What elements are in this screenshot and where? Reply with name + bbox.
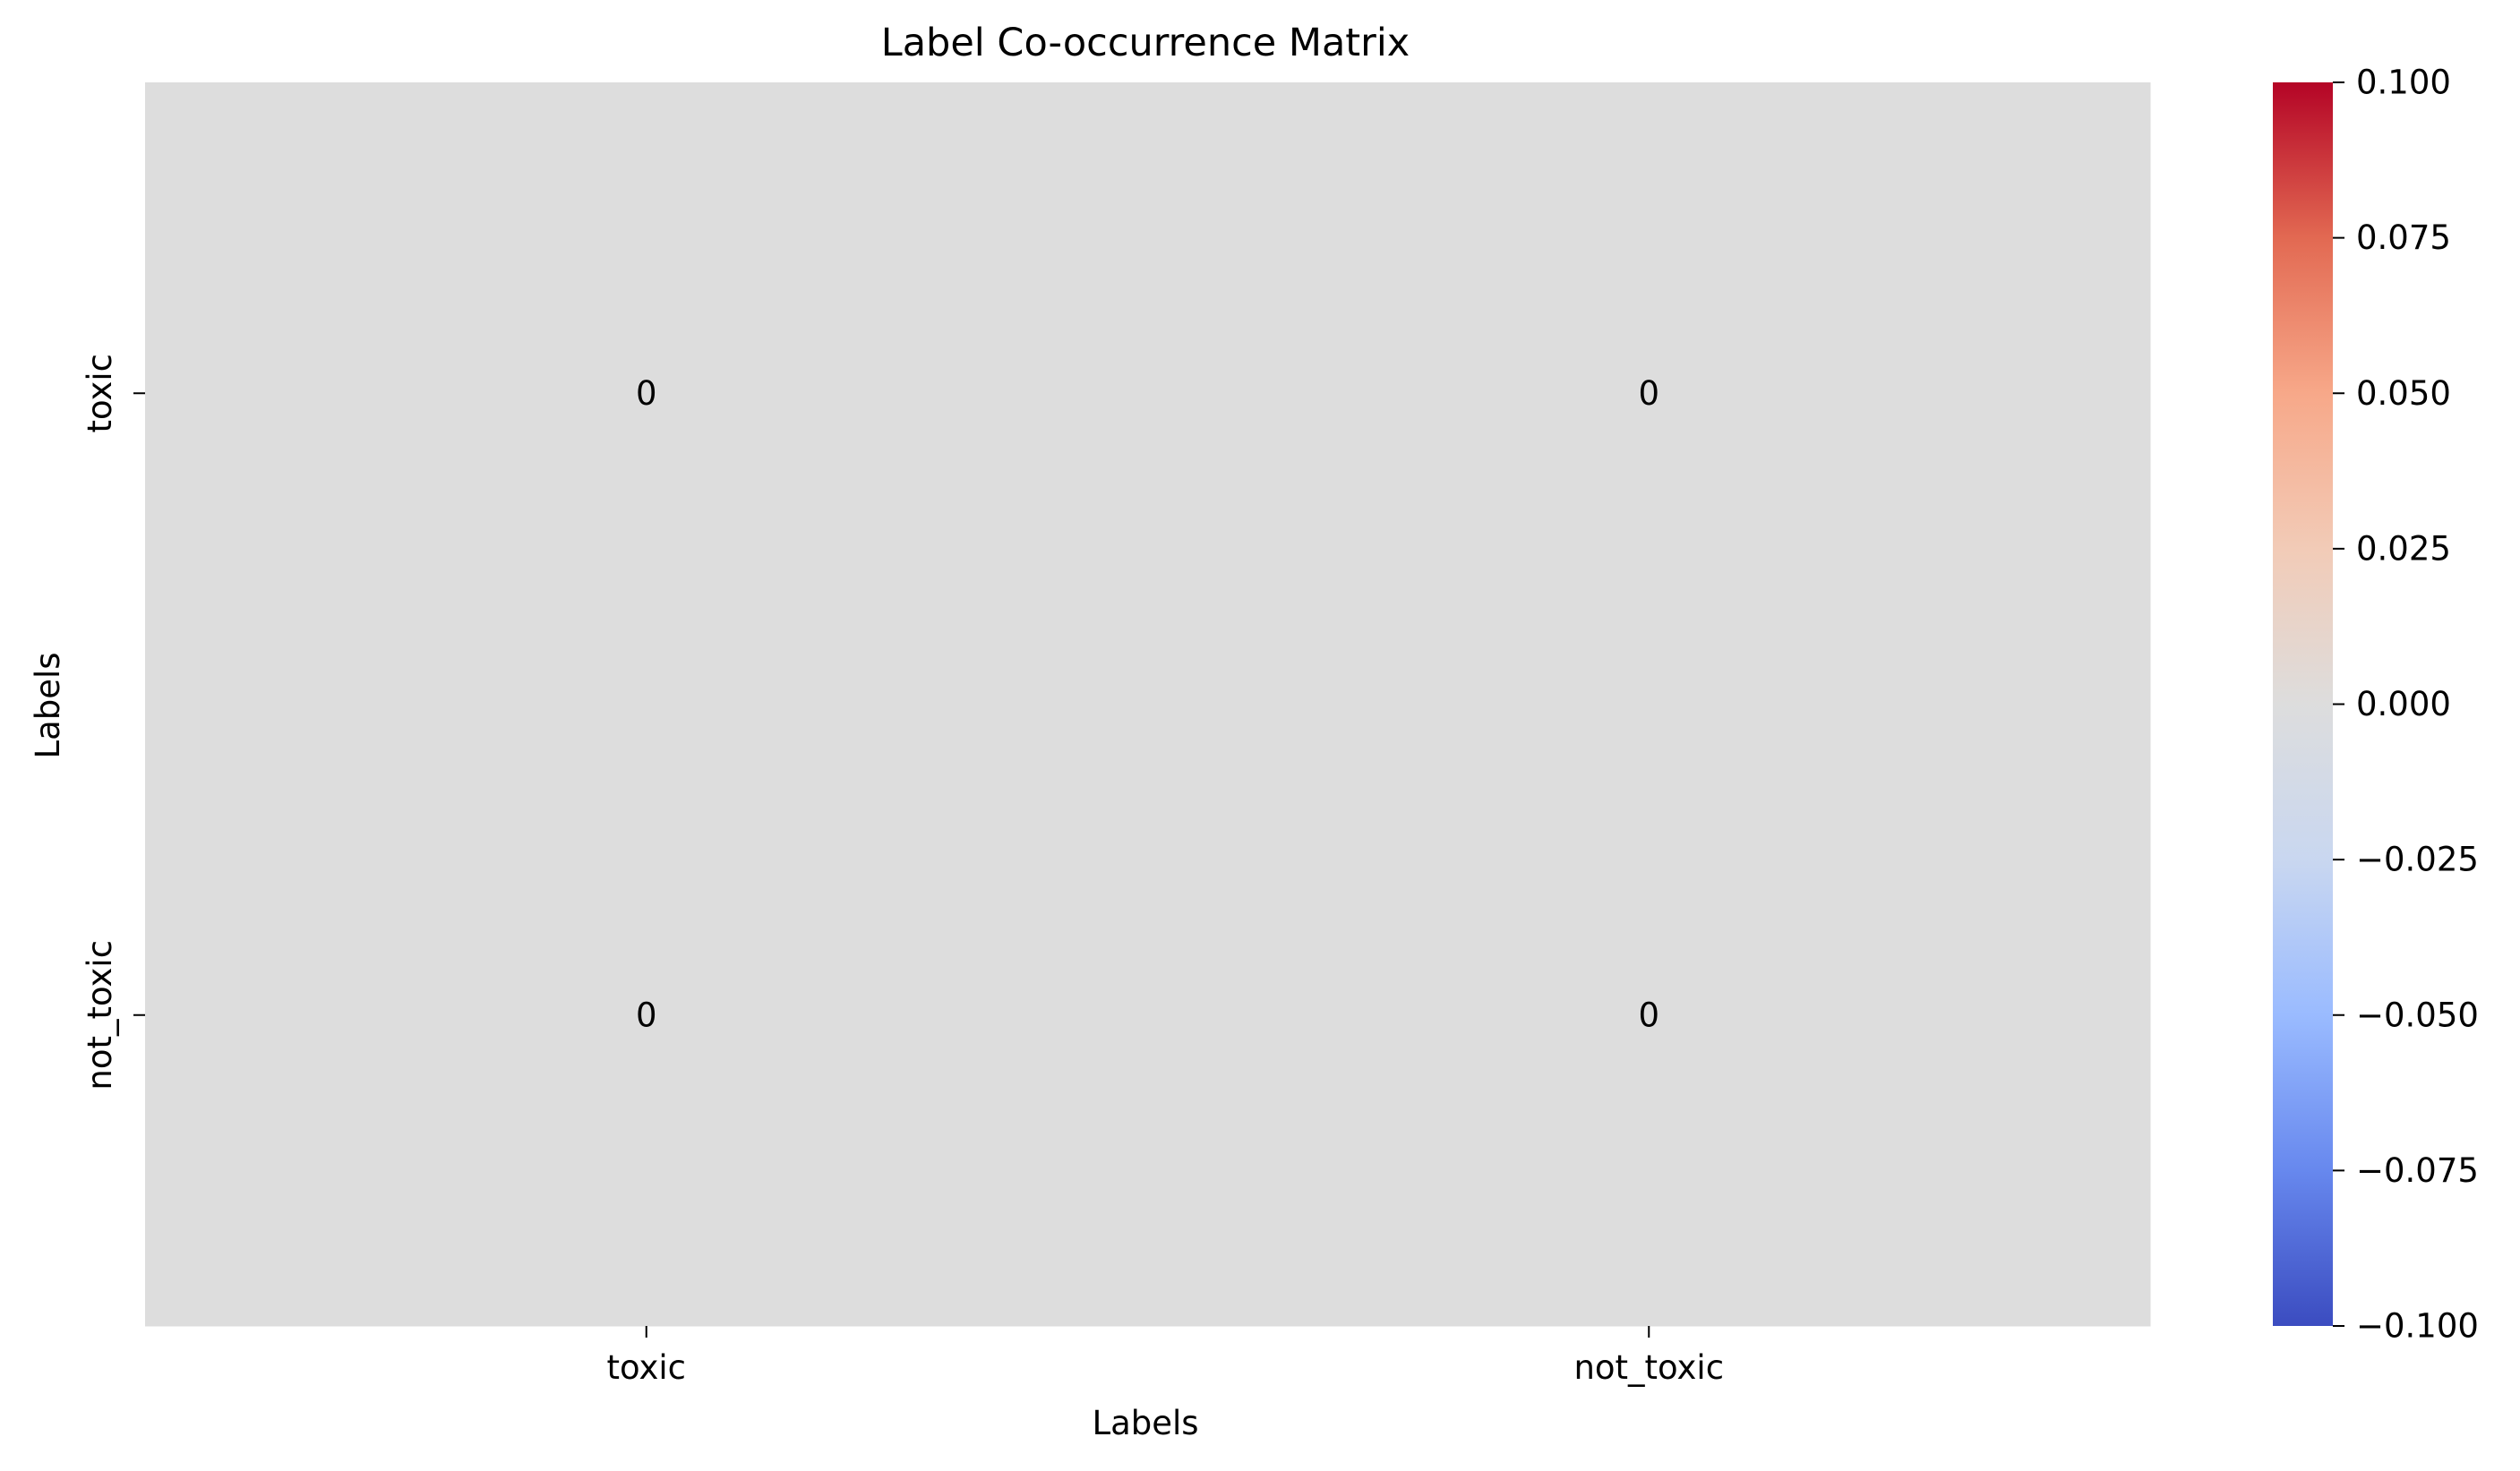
heatmap-cell	[145, 704, 1148, 1327]
colorbar-tick-label: −0.075	[2356, 1151, 2479, 1190]
colorbar: −0.100 −0.075 −0.050 −0.025 0.000 0.025 0.050 0…	[2273, 64, 2479, 1346]
y-axis-label: Labels	[29, 652, 67, 758]
colorbar-tick-label: 0.000	[2356, 685, 2451, 723]
colorbar-tick-label: 0.075	[2356, 218, 2451, 257]
heatmap-cell	[1147, 82, 2151, 705]
colorbar-tick-label: 0.100	[2356, 64, 2451, 102]
colorbar-tick-label: −0.100	[2356, 1307, 2479, 1346]
cell-annotation: 0	[1638, 374, 1659, 413]
colorbar-gradient	[2273, 82, 2333, 1326]
y-tick-label: toxic	[81, 354, 119, 433]
x-tick-label: not_toxic	[1573, 1348, 1724, 1387]
heatmap-cells	[145, 82, 2151, 1327]
colorbar-tick-label: −0.050	[2356, 996, 2479, 1034]
colorbar-tick-label: −0.025	[2356, 841, 2479, 879]
colorbar-tick-label: 0.050	[2356, 374, 2451, 413]
cell-annotation: 0	[636, 996, 657, 1034]
y-tick-label: not_toxic	[81, 940, 119, 1090]
y-axis-ticks: toxic not_toxic	[81, 354, 145, 1090]
cell-annotation: 0	[636, 374, 657, 413]
heatmap-cell	[145, 82, 1148, 705]
x-axis-label: Labels	[1092, 1404, 1198, 1442]
colorbar-tick-label: 0.025	[2356, 529, 2451, 568]
cell-annotation: 0	[1638, 996, 1659, 1034]
cell-annotations: 0 0 0 0	[636, 374, 1659, 1035]
colorbar-ticks: −0.100 −0.075 −0.050 −0.025 0.000 0.025 0.050 0…	[2333, 64, 2479, 1346]
chart-title: Label Co-occurrence Matrix	[881, 21, 1410, 65]
x-axis-ticks: toxic not_toxic	[606, 1326, 1724, 1387]
x-tick-label: toxic	[606, 1348, 686, 1387]
heatmap-cell	[1147, 704, 2151, 1327]
